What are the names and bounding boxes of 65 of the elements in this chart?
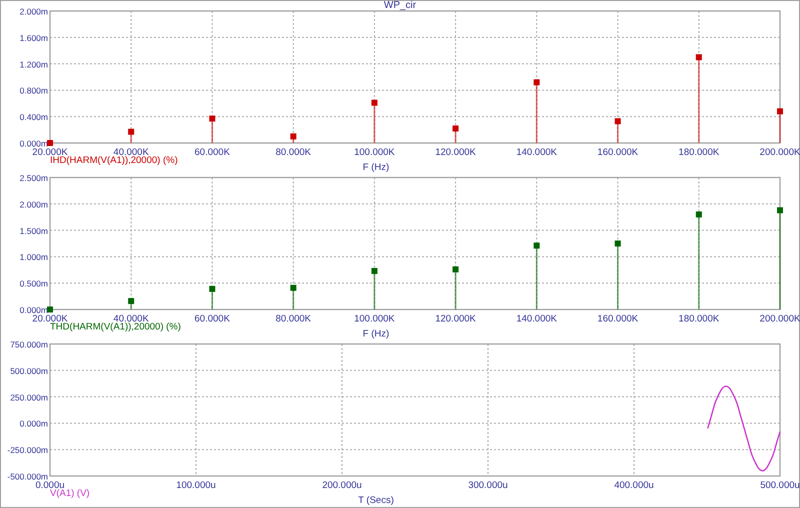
x-tick-label: 160.000K (597, 147, 639, 158)
x-tick-label: 180.000K (678, 147, 720, 158)
point (777, 108, 783, 114)
x-tick-label: 200.000K (760, 314, 800, 324)
x-tick-label: 140.000K (516, 147, 558, 158)
y-tick-label: -250.000m (7, 445, 48, 456)
point (614, 240, 621, 246)
x-tick-label: 200.000u (322, 480, 362, 491)
y-tick-label: 0.000m (20, 418, 48, 429)
point (209, 286, 216, 292)
point (696, 54, 702, 60)
x-tick-label: 20.000K (32, 147, 68, 158)
y-tick-label: 2.000m (20, 199, 48, 210)
point (777, 207, 783, 214)
point (452, 125, 459, 132)
x-tick-label: 400.000u (614, 480, 654, 491)
point (371, 100, 378, 106)
x-tick-label: 80.000K (276, 314, 312, 324)
x-tick-label: 100.000u (176, 480, 216, 491)
point (534, 79, 540, 86)
x-tick-label: 80.000K (276, 147, 312, 158)
x-tick-label: 160.000K (597, 314, 639, 324)
x-tick-label: 200.000K (760, 147, 800, 158)
x-tick-label: 120.000K (435, 314, 477, 324)
x-axis-title: F (Hz) (362, 162, 390, 173)
x-tick-label: 500.000u (760, 480, 800, 491)
point (290, 284, 296, 291)
x-tick-label: 100.000K (354, 314, 396, 324)
x-tick-label: 120.000K (435, 147, 477, 158)
x-axis-title: F (Hz) (362, 328, 390, 340)
point (209, 116, 216, 122)
x-tick-label: 60.000K (194, 147, 231, 158)
point (128, 128, 134, 135)
point (696, 211, 702, 218)
x-tick-label: 300.000u (468, 480, 508, 491)
y-tick-label: 2.500m (20, 173, 48, 183)
x-tick-label: 60.000K (194, 314, 231, 324)
line-series (707, 386, 781, 472)
point (128, 298, 134, 304)
point (290, 133, 296, 140)
y-tick-label: -500.000m (7, 472, 48, 482)
point (534, 242, 540, 249)
series-label: IHD(HARM(V(A1)),20000) (%) (50, 155, 178, 166)
y-tick-label: 0.400m (20, 112, 48, 122)
y-tick-label: 1.600m (20, 32, 48, 43)
series-label: THD(HARM(V(A1)),20000) (%) (50, 322, 181, 332)
y-tick-label: 0.500m (20, 278, 48, 289)
x-tick-label: 100.000K (354, 147, 396, 158)
chart-title: WP_cir (384, 0, 417, 11)
y-tick-label: 1.000m (20, 252, 48, 262)
y-tick-label: 750.000m (10, 340, 48, 350)
x-tick-label: 140.000K (516, 314, 558, 324)
y-tick-label: 500.000m (10, 366, 48, 376)
point (614, 118, 621, 124)
x-tick-label: 180.000K (678, 314, 720, 324)
point (452, 266, 459, 272)
y-tick-label: 1.500m (20, 226, 48, 236)
x-tick-label: 20.000K (32, 314, 68, 324)
x-axis-title: T (Secs) (358, 495, 394, 506)
y-tick-label: 2.000m (20, 6, 48, 16)
text: V(A1) (V) (50, 488, 90, 499)
y-tick-label: 1.200m (20, 59, 48, 70)
y-tick-label: 0.800m (20, 86, 48, 96)
y-tick-label: 250.000m (10, 392, 48, 402)
point (371, 268, 378, 274)
